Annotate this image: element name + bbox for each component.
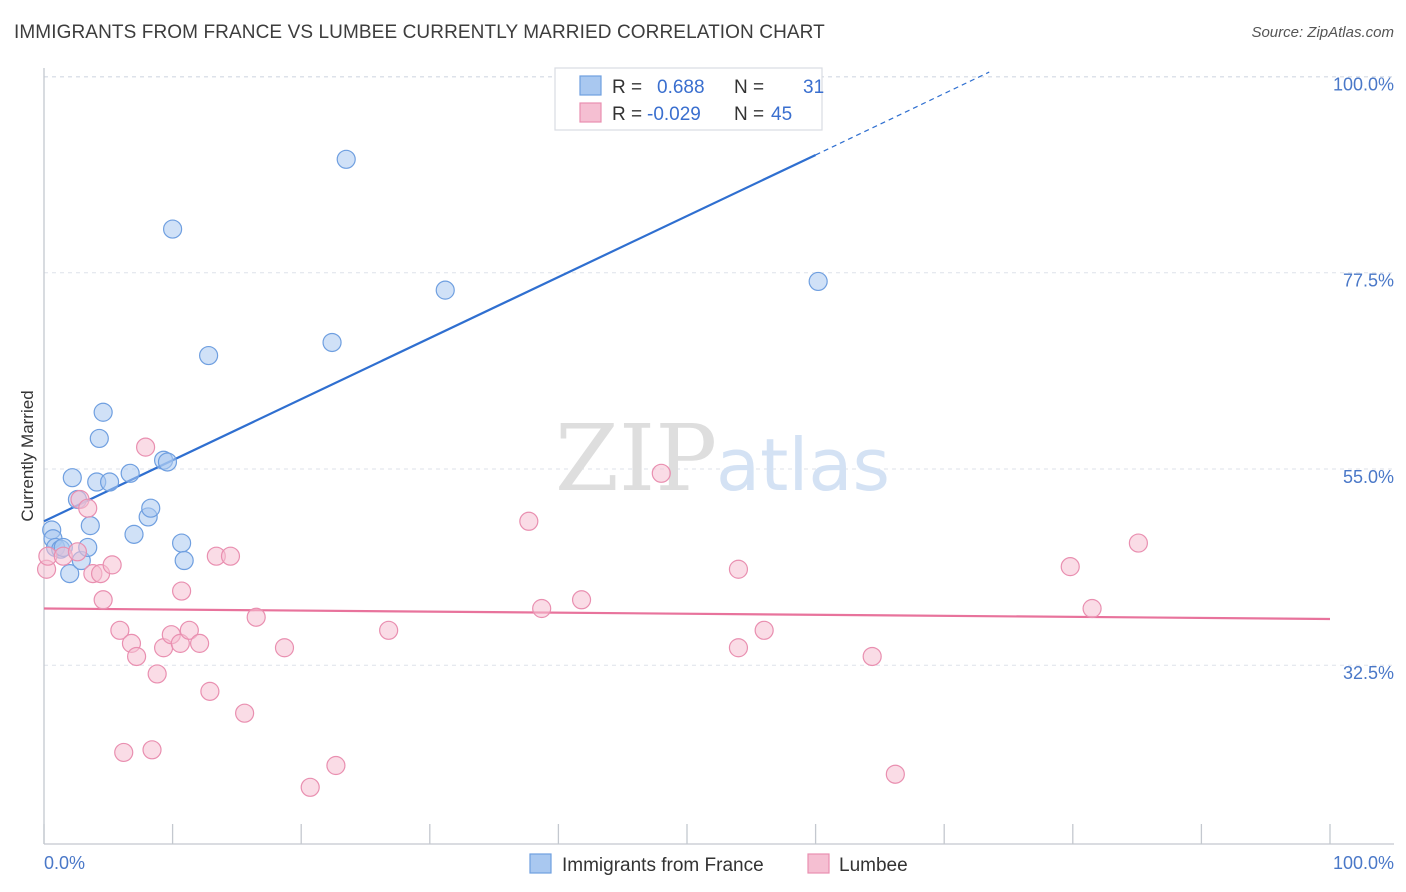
point-lumbee-27 (246, 607, 266, 627)
point-lumbee-3 (67, 542, 88, 562)
point-france-5 (60, 564, 80, 584)
point-france-20 (157, 452, 178, 472)
legend-swatch-lumbee (579, 102, 602, 123)
point-lumbee-35 (651, 463, 671, 483)
gridlines (44, 75, 1394, 666)
point-lumbee-23 (200, 681, 220, 701)
x-tick-label-min: 0.0% (44, 853, 85, 873)
x-tick-label-max: 100.0% (1333, 853, 1394, 873)
point-france-6 (62, 468, 82, 488)
point-france-14 (99, 472, 120, 492)
stats-legend: R = 0.688 N = 31 R = -0.029 N = 45 (554, 67, 824, 131)
legend-r-label-1: R = (612, 77, 642, 98)
point-france-24 (199, 345, 219, 366)
point-lumbee-36 (728, 559, 749, 579)
chart-title: IMMIGRANTS FROM FRANCE VS LUMBEE CURRENT… (14, 22, 825, 43)
point-france-27 (435, 280, 455, 300)
point-lumbee-10 (110, 620, 130, 640)
legend-n-label-2: N = (734, 104, 764, 125)
legend-r-value-1: 0.688 (657, 77, 705, 98)
y-tick-label-0: 32.5% (1343, 663, 1394, 683)
point-lumbee-20 (172, 581, 192, 601)
point-lumbee-13 (126, 646, 147, 667)
point-lumbee-11 (114, 742, 134, 763)
point-lumbee-34 (571, 590, 592, 610)
point-lumbee-26 (235, 703, 255, 723)
point-france-28 (808, 271, 828, 292)
legend-n-value-2: 45 (771, 104, 792, 125)
point-lumbee-14 (135, 437, 156, 457)
point-lumbee-37 (728, 638, 749, 658)
point-lumbee-9 (102, 555, 122, 575)
bottom-legend-label-france: Immigrants from France (562, 855, 764, 876)
y-tick-label-3: 100.0% (1333, 74, 1394, 94)
point-lumbee-5 (78, 498, 98, 518)
y-tick-labels: 32.5% 55.0% 77.5% 100.0% (1333, 74, 1394, 683)
source-label: Source: ZipAtlas.com (1251, 24, 1394, 41)
point-lumbee-25 (220, 546, 241, 566)
y-tick-label-2: 77.5% (1343, 271, 1394, 291)
point-lumbee-15 (142, 740, 162, 760)
legend-n-label-1: N = (734, 77, 764, 98)
point-lumbee-41 (1060, 557, 1080, 577)
point-france-18 (141, 498, 161, 518)
point-lumbee-30 (326, 755, 346, 776)
point-lumbee-22 (190, 633, 210, 653)
x-axis-ticks (43, 824, 1331, 844)
watermark-atlas: atlas (716, 423, 890, 507)
point-france-26 (336, 149, 356, 169)
point-france-13 (93, 402, 113, 422)
legend-r-label-2: R = (612, 104, 642, 125)
point-lumbee-31 (379, 620, 399, 640)
point-france-21 (163, 219, 183, 239)
legend-swatch-france (579, 75, 602, 96)
point-lumbee-39 (862, 646, 882, 667)
bottom-legend-label-lumbee: Lumbee (839, 855, 908, 876)
legend-r-value-2: -0.029 (647, 104, 701, 125)
legend-n-value-1: 31 (803, 77, 824, 98)
point-lumbee-19 (170, 633, 190, 653)
point-france-16 (124, 524, 144, 544)
point-france-23 (174, 550, 194, 571)
watermark-zip: ZIP (555, 405, 717, 512)
series-legend: Immigrants from France Lumbee (529, 853, 908, 876)
point-lumbee-28 (274, 638, 295, 658)
scatter-points (36, 149, 1148, 797)
point-lumbee-43 (1128, 533, 1148, 553)
point-france-15 (120, 463, 140, 483)
point-lumbee-8 (93, 590, 113, 610)
y-axis-title: Currently Married (18, 390, 37, 521)
point-lumbee-21 (179, 620, 199, 640)
point-lumbee-42 (1082, 598, 1102, 619)
point-france-12 (89, 428, 109, 449)
trend-line-france-extension (815, 71, 990, 156)
point-lumbee-16 (147, 664, 167, 684)
point-lumbee-38 (754, 620, 774, 640)
point-lumbee-40 (885, 764, 905, 784)
point-france-10 (80, 516, 100, 536)
point-france-22 (172, 533, 192, 553)
bottom-legend-swatch-france (529, 853, 552, 874)
point-lumbee-32 (519, 511, 539, 531)
point-lumbee-29 (300, 777, 320, 797)
bottom-legend-swatch-lumbee (807, 853, 830, 874)
point-france-25 (322, 332, 342, 353)
y-tick-label-1: 55.0% (1343, 467, 1394, 487)
trend-line-lumbee (43, 607, 1331, 621)
point-lumbee-33 (532, 598, 552, 619)
